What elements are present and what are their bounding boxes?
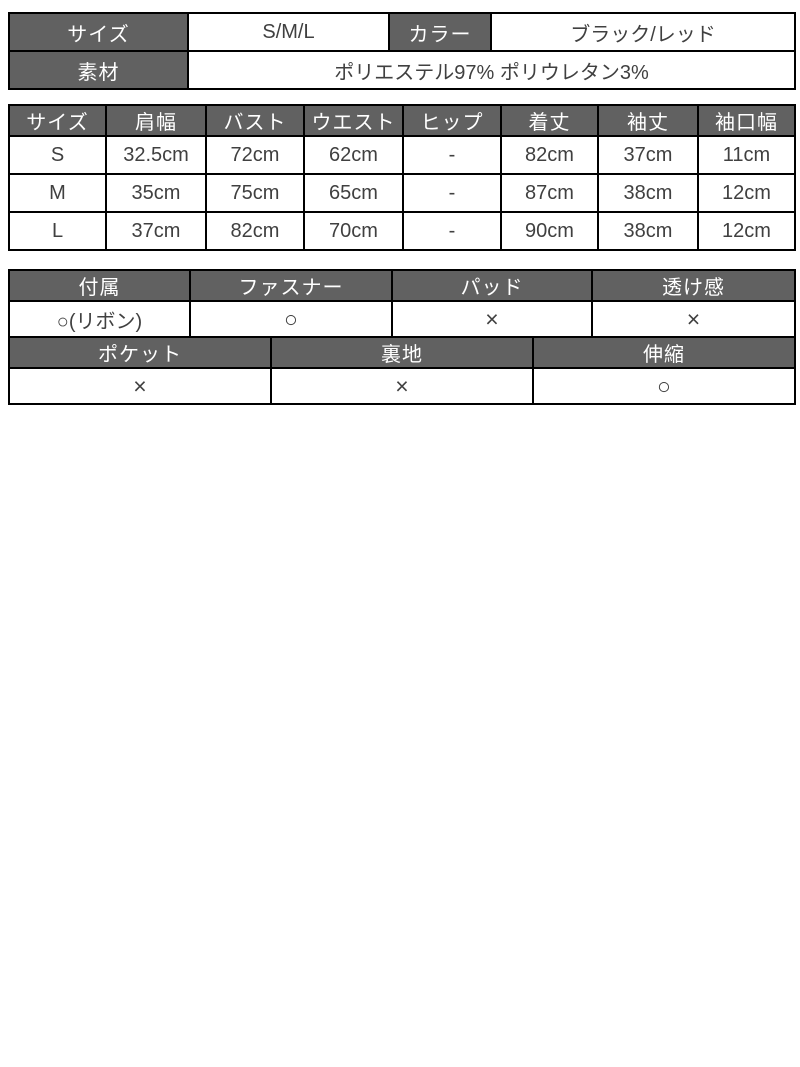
cell-pocket-value: × — [8, 367, 272, 405]
measurements-row-s: S 32.5cm 72cm 62cm - 82cm 37cm 11cm — [8, 135, 796, 175]
material-value-cell: ポリエステル97% ポリウレタン3% — [187, 50, 796, 90]
cell-length: 90cm — [500, 211, 599, 251]
features-table-2: ポケット 裏地 伸縮 × × ○ — [8, 336, 796, 405]
header-cell-sleeve: 袖丈 — [597, 104, 699, 137]
cell-hip: - — [402, 173, 502, 213]
cell-cuff: 11cm — [697, 135, 796, 175]
cell-sleeve: 38cm — [597, 173, 699, 213]
size-color-row: サイズ S/M/L カラー ブラック/レッド — [8, 12, 796, 52]
cell-sheer-value: × — [591, 300, 796, 338]
measurements-table: サイズ 肩幅 バスト ウエスト ヒップ 着丈 袖丈 袖口幅 S 32.5cm 7… — [8, 104, 796, 251]
cell-cuff: 12cm — [697, 211, 796, 251]
header-cell-hip: ヒップ — [402, 104, 502, 137]
cell-size: M — [8, 173, 107, 213]
size-label-cell: サイズ — [8, 12, 189, 52]
cell-length: 87cm — [500, 173, 599, 213]
header-cell-pad: パッド — [391, 269, 593, 302]
cell-bust: 82cm — [205, 211, 305, 251]
header-cell-sheer: 透け感 — [591, 269, 796, 302]
size-value-cell: S/M/L — [187, 12, 390, 52]
cell-pad-value: × — [391, 300, 593, 338]
cell-length: 82cm — [500, 135, 599, 175]
cell-shoulder: 32.5cm — [105, 135, 207, 175]
cell-shoulder: 37cm — [105, 211, 207, 251]
measurements-header-row: サイズ 肩幅 バスト ウエスト ヒップ 着丈 袖丈 袖口幅 — [8, 104, 796, 137]
header-cell-length: 着丈 — [500, 104, 599, 137]
cell-hip: - — [402, 211, 502, 251]
measurements-row-l: L 37cm 82cm 70cm - 90cm 38cm 12cm — [8, 211, 796, 251]
measurements-row-m: M 35cm 75cm 65cm - 87cm 38cm 12cm — [8, 173, 796, 213]
features1-header-row: 付属 ファスナー パッド 透け感 — [8, 269, 796, 302]
features1-value-row: ○(リボン) ○ × × — [8, 300, 796, 338]
material-label-cell: 素材 — [8, 50, 189, 90]
cell-shoulder: 35cm — [105, 173, 207, 213]
header-cell-zipper: ファスナー — [189, 269, 393, 302]
header-cell-lining: 裏地 — [270, 336, 534, 369]
cell-cuff: 12cm — [697, 173, 796, 213]
header-cell-shoulder: 肩幅 — [105, 104, 207, 137]
cell-size: L — [8, 211, 107, 251]
cell-stretch-value: ○ — [532, 367, 796, 405]
color-label-cell: カラー — [388, 12, 492, 52]
cell-sleeve: 38cm — [597, 211, 699, 251]
cell-waist: 62cm — [303, 135, 404, 175]
cell-size: S — [8, 135, 107, 175]
color-value-cell: ブラック/レッド — [490, 12, 796, 52]
cell-hip: - — [402, 135, 502, 175]
cell-waist: 65cm — [303, 173, 404, 213]
features-table-1: 付属 ファスナー パッド 透け感 ○(リボン) ○ × × — [8, 269, 796, 338]
material-row: 素材 ポリエステル97% ポリウレタン3% — [8, 50, 796, 90]
cell-accessory-value: ○(リボン) — [8, 300, 191, 338]
cell-bust: 75cm — [205, 173, 305, 213]
cell-waist: 70cm — [303, 211, 404, 251]
header-cell-bust: バスト — [205, 104, 305, 137]
product-spec-sheet: サイズ S/M/L カラー ブラック/レッド 素材 ポリエステル97% ポリウレ… — [0, 0, 800, 405]
header-cell-size: サイズ — [8, 104, 107, 137]
cell-sleeve: 37cm — [597, 135, 699, 175]
features2-value-row: × × ○ — [8, 367, 796, 405]
cell-zipper-value: ○ — [189, 300, 393, 338]
header-cell-cuff: 袖口幅 — [697, 104, 796, 137]
features2-header-row: ポケット 裏地 伸縮 — [8, 336, 796, 369]
header-cell-accessory: 付属 — [8, 269, 191, 302]
general-spec-table: サイズ S/M/L カラー ブラック/レッド 素材 ポリエステル97% ポリウレ… — [8, 12, 796, 90]
header-cell-stretch: 伸縮 — [532, 336, 796, 369]
cell-lining-value: × — [270, 367, 534, 405]
cell-bust: 72cm — [205, 135, 305, 175]
header-cell-waist: ウエスト — [303, 104, 404, 137]
header-cell-pocket: ポケット — [8, 336, 272, 369]
